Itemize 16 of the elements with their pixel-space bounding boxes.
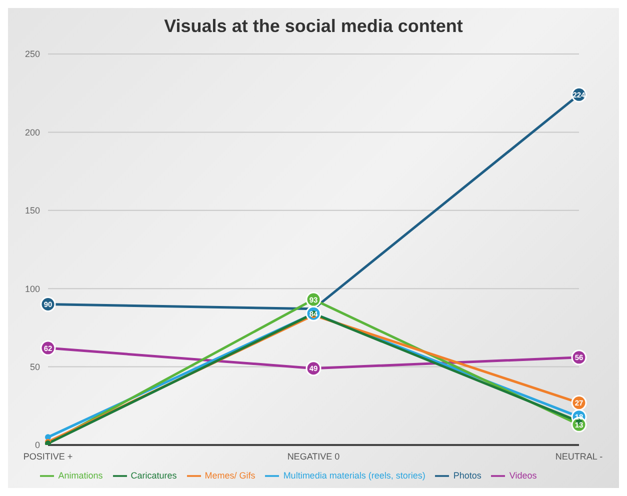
y-tick-label: 50 (30, 362, 40, 372)
legend-label: Memes/ Gifs (204, 470, 256, 480)
y-tick-label: 250 (24, 49, 40, 60)
legend-label: Animations (58, 470, 103, 480)
legend-label: Multimedia materials (reels, stories) (283, 470, 426, 480)
y-tick-label: 200 (24, 127, 40, 138)
legend-label: Caricatures (130, 470, 177, 480)
legend-label: Photos (453, 470, 482, 480)
x-tick-label: POSITIVE + (23, 451, 73, 462)
chart-title: Visuals at the social media content (163, 15, 464, 38)
y-tick-label: 0 (34, 440, 40, 450)
x-tick-label: NEGATIVE 0 (287, 451, 340, 462)
legend-label: Videos (509, 470, 537, 480)
y-tick-label: 150 (24, 206, 40, 216)
x-tick-label: NEUTRAL - (555, 451, 603, 462)
y-tick-label: 100 (24, 284, 40, 294)
